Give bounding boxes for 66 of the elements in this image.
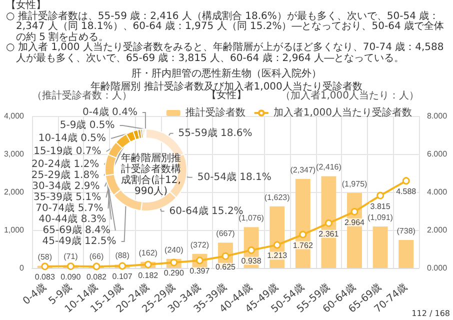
y-tick-label: 1,000 bbox=[4, 226, 25, 234]
slice-label: 5-9歳 0.5% bbox=[60, 119, 115, 131]
y2-tick-label: 8.000 bbox=[427, 112, 448, 120]
data-label: 2.361 bbox=[318, 229, 340, 238]
data-label: (162) bbox=[138, 248, 158, 258]
data-label: (1,975) bbox=[342, 179, 368, 188]
y-axis-title: （推計受診者数：人） bbox=[32, 90, 132, 102]
slice-label: 15-19歳 0.7% bbox=[34, 145, 102, 157]
y-tick-label: 3,000 bbox=[4, 150, 25, 158]
y2-tick-label: 2.000 bbox=[427, 226, 448, 234]
text: 【女性】 bbox=[6, 0, 46, 11]
data-label: 1.762 bbox=[292, 240, 314, 250]
data-label: 0.083 bbox=[34, 272, 56, 282]
data-label: 0.182 bbox=[138, 270, 159, 280]
data-label: 0.090 bbox=[60, 272, 82, 282]
data-label: (667) bbox=[216, 229, 236, 238]
slice-label: 20-24歳 1.2% bbox=[32, 158, 100, 170]
y-tick-label: 4,000 bbox=[4, 112, 25, 120]
data-label: 0.082 bbox=[86, 272, 108, 282]
slice-label: 70-74歳 5.7% bbox=[36, 202, 104, 214]
y-tick-label: 0 bbox=[20, 264, 25, 272]
slice-label: 40-44歳 8.3% bbox=[38, 213, 106, 225]
data-label: (372) bbox=[190, 240, 210, 250]
data-label: (1,091) bbox=[368, 213, 394, 222]
data-label: (738) bbox=[396, 226, 416, 236]
y2-axis-title: （加入者1,000人当たり：人） bbox=[280, 90, 419, 102]
data-label: (1,076) bbox=[238, 214, 264, 223]
data-label: 2.964 bbox=[344, 218, 366, 227]
data-label: 0.107 bbox=[112, 272, 133, 282]
slice-label: 50-54歳 18.1% bbox=[197, 170, 272, 183]
x-tick-label: 0-4歳 bbox=[20, 281, 48, 308]
slice-label: 35-39歳 5.1% bbox=[33, 191, 102, 203]
y-tick-label: 2,000 bbox=[4, 188, 25, 196]
slice-label: 25-29歳 1.8% bbox=[31, 169, 100, 181]
chart-title: 肝・肝内胆管の悪性新生物（医科入院外） bbox=[132, 68, 322, 80]
data-label: (88) bbox=[115, 251, 130, 260]
data-label: 0.625 bbox=[215, 262, 236, 272]
data-label: 3.815 bbox=[370, 202, 391, 211]
data-label: 0.397 bbox=[190, 266, 210, 276]
text: 【女性】 bbox=[206, 90, 246, 101]
slice-label: 55-59歳 18.6% bbox=[178, 126, 252, 139]
slice-label: 10-14歳 0.5% bbox=[38, 132, 106, 144]
slice-label: 30-34歳 2.9% bbox=[32, 180, 100, 192]
slice-label: 45-49歳 12.5% bbox=[42, 235, 116, 247]
data-label: 4.588 bbox=[396, 187, 417, 196]
y2-tick-label: 6.000 bbox=[427, 150, 448, 158]
data-label: (1,623) bbox=[264, 192, 290, 202]
data-label: 0.938 bbox=[241, 256, 262, 266]
legend-label: 推計受診者数 bbox=[185, 106, 246, 118]
data-label: (2,416) bbox=[316, 162, 342, 172]
text: 年齢階層別推計受診者数構成割合(計12,990人) bbox=[121, 152, 181, 197]
legend-label: 加入者1,000人当たり受診者数 bbox=[273, 106, 412, 118]
data-label: (2,347) bbox=[290, 165, 316, 174]
data-label: 1.213 bbox=[267, 251, 288, 260]
y2-tick-label: 4.000 bbox=[427, 188, 448, 196]
data-label: (71) bbox=[64, 252, 78, 261]
data-label: (240) bbox=[164, 245, 184, 254]
y2-tick-label: 0.000 bbox=[427, 264, 448, 272]
text: ○ 加入者 1,000 人当たり受診者数をみると、年齢階層が上がるほど多くなり、70-74 歳：4,588 人が最も多く、次いで、65-69 歳：3,815 人、60-64 歳：2,964 人―となっている。 bbox=[6, 42, 445, 64]
data-label: (58) bbox=[38, 252, 52, 262]
data-label: (66) bbox=[89, 252, 104, 261]
slice-label: 0-4歳 0.4% bbox=[82, 106, 138, 118]
text: 112 / 168 bbox=[412, 309, 450, 318]
data-label: 0.290 bbox=[164, 268, 184, 278]
slice-label: 65-69歳 8.4% bbox=[42, 224, 110, 236]
text: ○ 推計受診者数は、55-59 歳：2,416 人（構成割合 18.6%）が最も多く、次いで、50-54 歳：2,347 人（同 18.1%）、60-64 歳：1,975 人（同 15.2%）―となっており、50-64 歳で全体の約 5 割を占める。 bbox=[6, 10, 445, 42]
